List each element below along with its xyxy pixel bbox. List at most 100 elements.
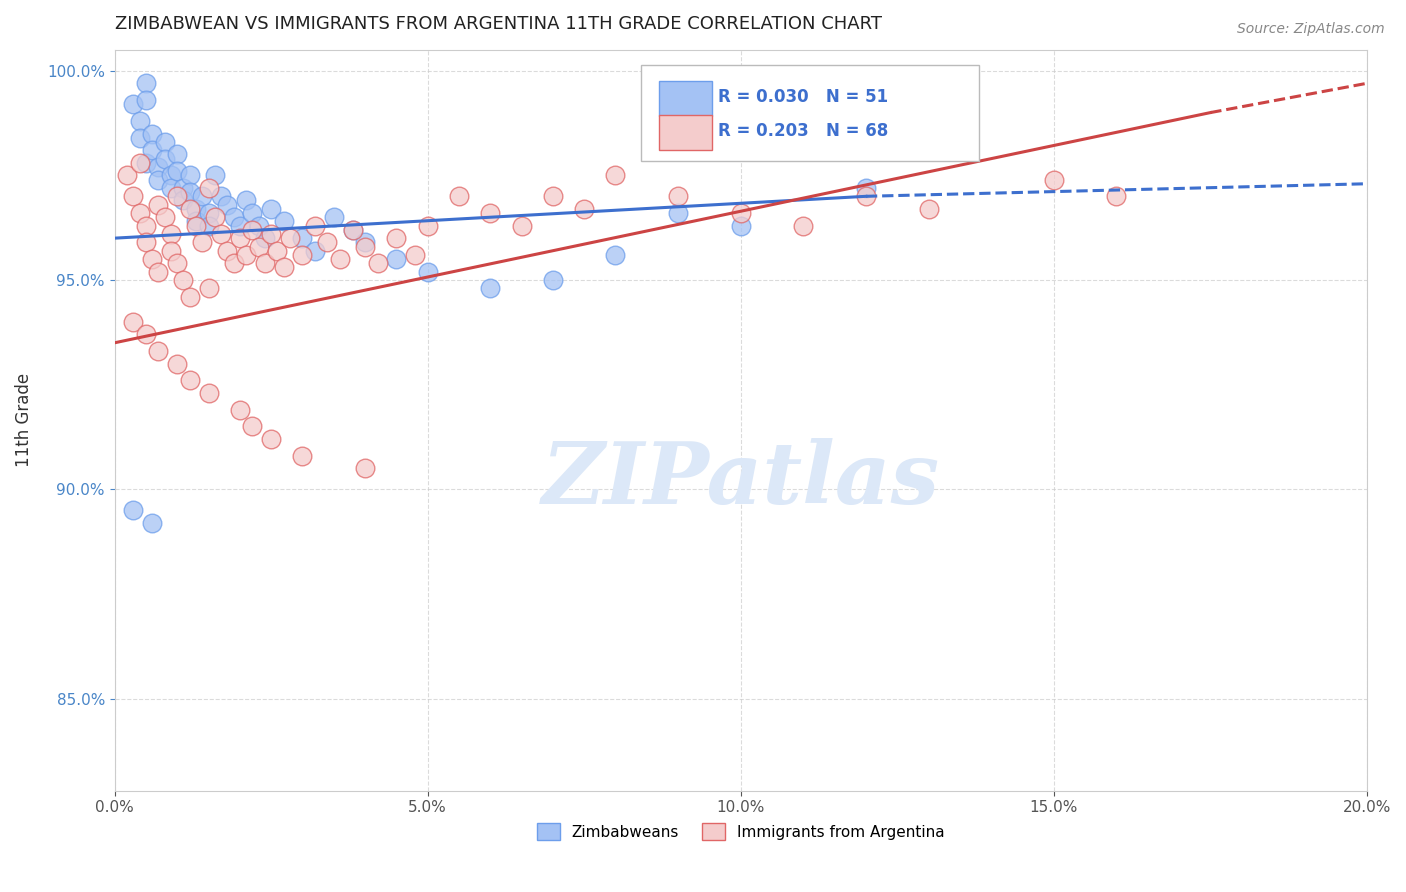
Point — [179, 290, 201, 304]
Point — [135, 219, 157, 233]
Point — [179, 202, 201, 216]
Text: R = 0.203   N = 68: R = 0.203 N = 68 — [718, 121, 889, 139]
Point — [197, 219, 219, 233]
Point — [266, 244, 288, 258]
Point — [148, 160, 170, 174]
Point — [385, 252, 408, 266]
Point — [148, 265, 170, 279]
Point — [316, 235, 339, 250]
Point — [253, 231, 276, 245]
Point — [148, 344, 170, 359]
Point — [141, 127, 163, 141]
Point — [541, 189, 564, 203]
Point — [260, 202, 283, 216]
Point — [291, 449, 314, 463]
Point — [197, 181, 219, 195]
Text: R = 0.030   N = 51: R = 0.030 N = 51 — [718, 87, 889, 105]
Point — [572, 202, 595, 216]
Point — [128, 114, 150, 128]
Point — [197, 386, 219, 401]
Point — [128, 156, 150, 170]
Point — [204, 169, 226, 183]
Point — [304, 244, 326, 258]
Point — [179, 169, 201, 183]
Point — [792, 219, 814, 233]
Point — [291, 248, 314, 262]
Point — [135, 235, 157, 250]
Point — [191, 189, 214, 203]
Point — [197, 206, 219, 220]
Point — [160, 244, 183, 258]
Point — [160, 169, 183, 183]
Point — [217, 244, 239, 258]
Point — [222, 211, 245, 225]
Text: Source: ZipAtlas.com: Source: ZipAtlas.com — [1237, 22, 1385, 37]
Point — [172, 181, 194, 195]
Point — [209, 189, 232, 203]
Point — [141, 252, 163, 266]
Point — [184, 219, 207, 233]
Text: ZIPatlas: ZIPatlas — [541, 438, 939, 521]
Point — [273, 214, 295, 228]
Point — [128, 206, 150, 220]
Point — [666, 206, 689, 220]
Point — [148, 172, 170, 186]
Point — [135, 93, 157, 107]
Point — [273, 260, 295, 275]
Point — [666, 189, 689, 203]
Point — [260, 432, 283, 446]
Point — [354, 235, 377, 250]
Point — [260, 227, 283, 241]
Point — [855, 189, 877, 203]
Point — [240, 419, 263, 434]
Point — [342, 223, 364, 237]
Point — [222, 256, 245, 270]
Point — [235, 194, 257, 208]
Y-axis label: 11th Grade: 11th Grade — [15, 373, 32, 467]
Point — [122, 189, 145, 203]
Point — [354, 239, 377, 253]
Point — [204, 211, 226, 225]
Point — [184, 202, 207, 216]
Point — [179, 374, 201, 388]
Point — [1105, 189, 1128, 203]
Point — [304, 219, 326, 233]
Point — [172, 194, 194, 208]
Point — [135, 327, 157, 342]
Point — [184, 214, 207, 228]
Point — [342, 223, 364, 237]
Point — [479, 206, 502, 220]
Point — [166, 147, 188, 161]
Point — [541, 273, 564, 287]
Point — [247, 239, 270, 253]
Point — [917, 202, 939, 216]
Point — [385, 231, 408, 245]
Point — [153, 135, 176, 149]
Point — [730, 219, 752, 233]
FancyBboxPatch shape — [659, 81, 711, 116]
Point — [291, 231, 314, 245]
Point — [128, 130, 150, 145]
Point — [229, 231, 252, 245]
Point — [240, 206, 263, 220]
Point — [153, 211, 176, 225]
Point — [197, 281, 219, 295]
Point — [416, 219, 439, 233]
Point — [166, 256, 188, 270]
Point — [416, 265, 439, 279]
Point — [217, 197, 239, 211]
Point — [166, 357, 188, 371]
Point — [605, 169, 627, 183]
Point — [179, 185, 201, 199]
Point — [235, 248, 257, 262]
Point — [148, 197, 170, 211]
Point — [160, 181, 183, 195]
Point — [447, 189, 470, 203]
Point — [135, 156, 157, 170]
Point — [191, 235, 214, 250]
Point — [240, 223, 263, 237]
Point — [122, 315, 145, 329]
FancyBboxPatch shape — [641, 64, 979, 161]
Point — [329, 252, 352, 266]
Point — [122, 97, 145, 112]
